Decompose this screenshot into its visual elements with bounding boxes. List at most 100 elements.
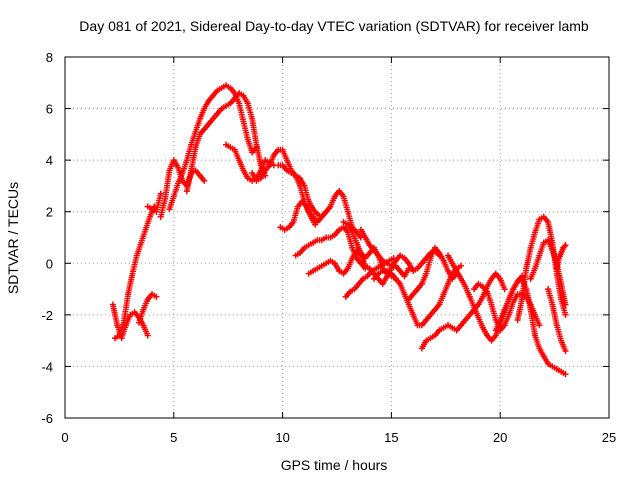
data-point — [488, 275, 495, 282]
data-point — [297, 249, 304, 256]
x-tick-label: 5 — [170, 430, 177, 445]
data-point — [297, 175, 304, 182]
x-tick-label: 25 — [602, 430, 616, 445]
data-point — [368, 268, 375, 275]
data-point — [310, 206, 317, 213]
y-tick-label: 8 — [46, 50, 53, 65]
data-point — [175, 180, 182, 187]
data-point — [505, 311, 512, 318]
data-point — [277, 224, 284, 231]
data-point — [405, 296, 412, 303]
data-point — [349, 255, 356, 262]
data-point — [114, 322, 121, 329]
data-point — [427, 255, 434, 262]
data-point — [431, 306, 438, 313]
data-point — [153, 208, 160, 215]
data-point — [466, 311, 473, 318]
data-point — [192, 144, 199, 151]
data-point — [562, 301, 569, 308]
series-prn-z — [545, 286, 569, 354]
data-point — [244, 100, 251, 107]
data-point — [214, 87, 221, 94]
data-point — [336, 188, 343, 195]
data-point — [340, 224, 347, 231]
x-tick-label: 0 — [61, 430, 68, 445]
data-point — [314, 211, 321, 218]
data-point — [423, 337, 430, 344]
data-point — [427, 311, 434, 318]
data-point — [231, 95, 238, 102]
data-point — [388, 270, 395, 277]
data-point — [144, 296, 151, 303]
data-point — [331, 231, 338, 238]
data-point — [305, 198, 312, 205]
data-point — [527, 306, 534, 313]
data-point — [201, 177, 208, 184]
data-point — [527, 244, 534, 251]
data-point — [410, 311, 417, 318]
data-point — [431, 332, 438, 339]
data-point — [558, 337, 565, 344]
data-point — [349, 244, 356, 251]
data-point — [558, 280, 565, 287]
data-point — [205, 97, 212, 104]
series-prn-e — [157, 157, 208, 220]
data-point — [458, 322, 465, 329]
data-point — [327, 203, 334, 210]
data-point — [505, 296, 512, 303]
data-point — [266, 162, 273, 169]
data-point — [475, 314, 482, 321]
data-point — [436, 301, 443, 308]
data-point — [558, 249, 565, 256]
data-point — [362, 234, 369, 241]
data-point — [349, 229, 356, 236]
data-point — [532, 265, 539, 272]
data-point — [479, 293, 486, 300]
data-point — [292, 252, 299, 259]
data-point — [286, 224, 293, 231]
data-point — [540, 213, 547, 220]
data-point — [279, 162, 286, 169]
data-point — [127, 311, 134, 318]
data-point — [205, 121, 212, 128]
data-point — [116, 332, 123, 339]
y-tick-label: -4 — [41, 359, 53, 374]
data-point — [292, 172, 299, 179]
data-point — [357, 226, 364, 233]
data-point — [120, 319, 127, 326]
data-point — [458, 275, 465, 282]
data-point — [253, 141, 260, 148]
data-point — [449, 275, 456, 282]
data-point — [431, 244, 438, 251]
data-point — [135, 319, 142, 326]
data-point — [562, 311, 569, 318]
data-point — [536, 216, 543, 223]
data-point — [201, 126, 208, 133]
data-point — [303, 203, 310, 210]
data-point — [347, 288, 354, 295]
data-point — [540, 239, 547, 246]
data-point — [209, 92, 216, 99]
data-point — [501, 286, 508, 293]
data-point — [290, 219, 297, 226]
data-point — [227, 144, 234, 151]
data-point — [392, 275, 399, 282]
data-point — [209, 115, 216, 122]
data-point — [227, 100, 234, 107]
data-point — [392, 257, 399, 264]
data-point — [231, 146, 238, 153]
data-point — [475, 301, 482, 308]
data-point — [558, 296, 565, 303]
data-point — [340, 193, 347, 200]
data-point — [351, 286, 358, 293]
data-point — [497, 317, 504, 324]
data-point — [462, 317, 469, 324]
data-point — [492, 270, 499, 277]
data-point — [440, 257, 447, 264]
data-point — [236, 90, 243, 97]
data-point — [170, 193, 177, 200]
data-point — [384, 260, 391, 267]
x-tick-label: 20 — [493, 430, 507, 445]
data-point — [299, 198, 306, 205]
data-point — [501, 322, 508, 329]
